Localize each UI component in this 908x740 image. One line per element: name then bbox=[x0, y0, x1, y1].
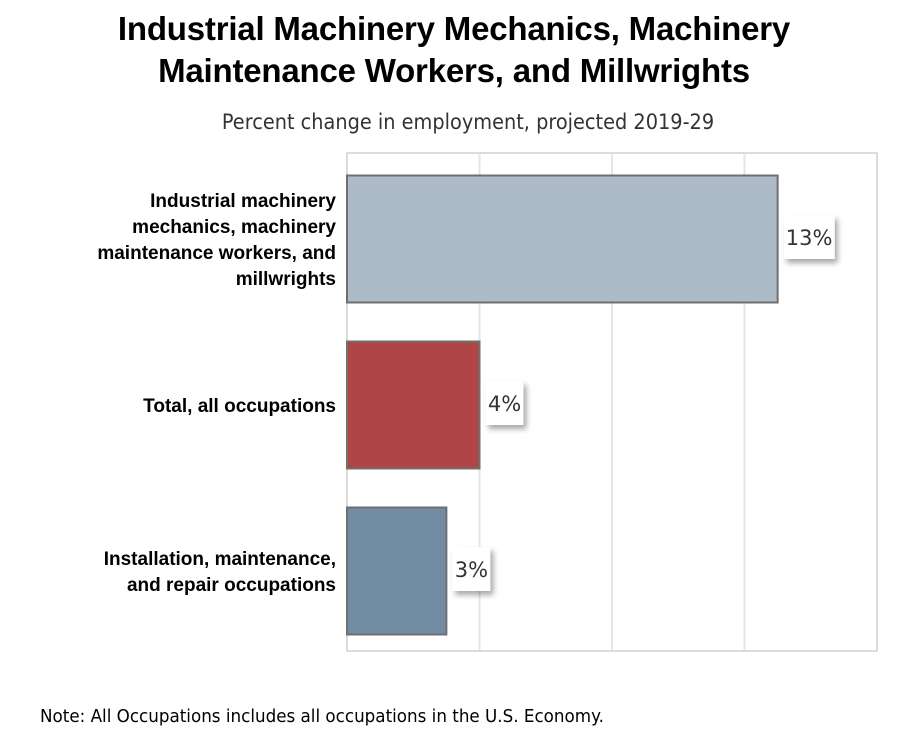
category-label-line: Total, all occupations bbox=[143, 396, 336, 417]
data-labels: 13% 4% 3% bbox=[452, 215, 835, 591]
chart-subtitle: Percent change in employment, projected … bbox=[221, 110, 715, 134]
data-label-box bbox=[452, 547, 491, 591]
category-label-line: and repair occupations bbox=[127, 575, 336, 596]
data-label-text: 4% bbox=[488, 392, 521, 416]
category-label-line: Industrial machinery bbox=[150, 191, 336, 212]
chart-title-line-1: Industrial Machinery Mechanics, Machiner… bbox=[117, 10, 791, 47]
data-label-box bbox=[783, 215, 835, 259]
data-label-text: 13% bbox=[786, 226, 833, 250]
data-label-2: 3% bbox=[452, 547, 491, 591]
category-label-2: Installation, maintenance, and repair occ… bbox=[104, 549, 336, 596]
category-label-0: Industrial machinery mechanics, machinery… bbox=[97, 191, 336, 290]
data-label-box bbox=[485, 381, 524, 425]
category-label-1: Total, all occupations bbox=[143, 396, 336, 417]
category-label-line: Installation, maintenance, bbox=[104, 549, 336, 570]
bar-2 bbox=[346, 506, 448, 636]
category-label-line: millwrights bbox=[236, 269, 336, 290]
category-label-line: maintenance workers, and bbox=[97, 243, 336, 264]
bar-0 bbox=[346, 174, 779, 304]
category-label-line: mechanics, machinery bbox=[132, 217, 336, 238]
category-labels: Industrial machinery mechanics, machinery… bbox=[97, 191, 336, 596]
chart-title-line-2: Maintenance Workers, and Millwrights bbox=[158, 52, 750, 89]
data-label-text: 3% bbox=[455, 558, 488, 582]
chart-note: Note: All Occupations includes all occup… bbox=[40, 706, 604, 727]
data-label-1: 4% bbox=[485, 381, 524, 425]
bar-1 bbox=[346, 340, 481, 470]
bars bbox=[346, 174, 779, 636]
chart-title: Industrial Machinery Mechanics, Machiner… bbox=[0, 8, 908, 92]
data-label-0: 13% bbox=[783, 215, 835, 259]
